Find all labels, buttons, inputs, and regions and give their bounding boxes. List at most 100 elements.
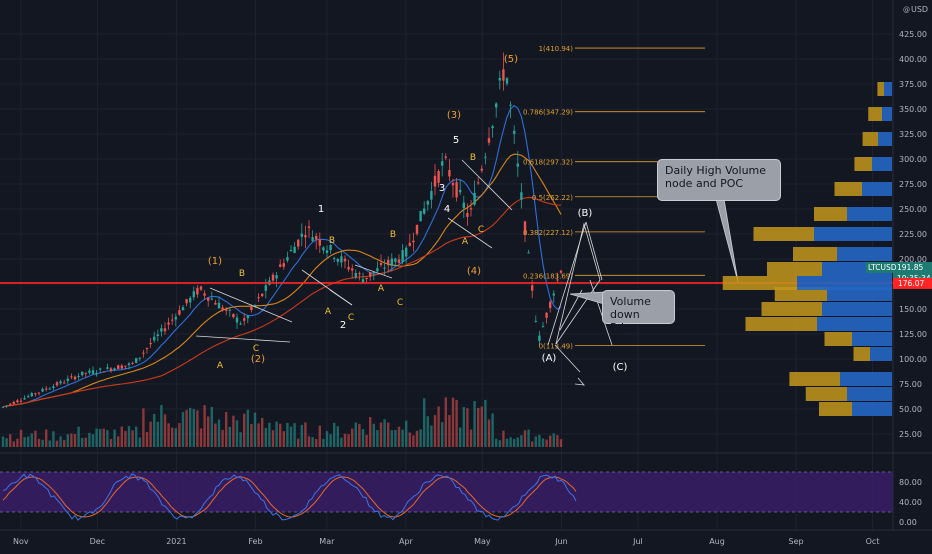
- volume-bar: [300, 424, 303, 447]
- volume-bar: [221, 429, 224, 447]
- fib-level-label: 0.618(297.32): [523, 159, 573, 167]
- wave-label-major: (2): [251, 354, 265, 365]
- volume-bar: [502, 430, 505, 447]
- wave-label-major: (4): [467, 266, 481, 277]
- wave-label-minor: 4: [444, 204, 450, 215]
- candle-body: [48, 388, 51, 390]
- candle-body: [66, 378, 69, 382]
- volume-bar: [163, 414, 167, 447]
- vp-down-bar: [837, 247, 892, 261]
- candle-body: [300, 233, 303, 237]
- candle-body: [95, 372, 98, 374]
- candle-body: [207, 297, 210, 301]
- volume-bar: [516, 437, 519, 447]
- volume-bar: [412, 435, 415, 447]
- ma-mid-line: [2, 153, 562, 408]
- volume-bar: [196, 410, 199, 447]
- candle-body: [376, 268, 379, 272]
- candle-body: [289, 250, 293, 252]
- vp-down-bar: [852, 402, 892, 416]
- candle-body: [181, 307, 185, 311]
- volume-bar: [167, 423, 170, 447]
- candle-body: [329, 244, 332, 251]
- volume-bar: [293, 423, 296, 447]
- candle-body: [538, 335, 541, 341]
- price-tick-label: 100.00: [899, 355, 927, 364]
- candle-body: [322, 247, 325, 251]
- candle-body: [275, 275, 278, 279]
- volume-bar: [70, 433, 73, 447]
- volume-bar: [473, 400, 476, 447]
- volume-bar: [37, 438, 41, 447]
- last-price-label: 191.85: [897, 263, 923, 272]
- candle-body: [45, 388, 48, 390]
- time-tick-label: Oct: [866, 537, 880, 546]
- volume-bar: [99, 429, 102, 447]
- candle-body: [59, 381, 62, 384]
- volume-bar: [311, 437, 314, 447]
- volume-bar: [444, 397, 447, 447]
- candle-body: [84, 372, 87, 374]
- price-tick-label: 200.00: [899, 255, 927, 264]
- candle-body: [142, 352, 145, 354]
- candle-body: [171, 319, 174, 321]
- volume-bar: [217, 419, 221, 447]
- vp-up-bar: [824, 332, 852, 346]
- candle-body: [523, 221, 527, 236]
- volume-bar: [534, 436, 537, 447]
- candle-body: [127, 363, 131, 366]
- candle-body: [325, 250, 329, 253]
- candle-body: [279, 264, 282, 267]
- candle-body: [297, 239, 300, 247]
- volume-bar: [480, 406, 483, 447]
- candle-body: [369, 272, 372, 277]
- candle-body: [466, 212, 469, 217]
- candle-body: [484, 156, 487, 158]
- volume-bar: [491, 413, 494, 447]
- volume-bar: [95, 428, 98, 447]
- candle-body: [113, 368, 116, 371]
- volume-bar: [214, 423, 217, 447]
- candle-body: [225, 308, 228, 311]
- volume-bar: [109, 438, 113, 447]
- volume-bar: [509, 437, 512, 447]
- time-tick-label: Jun: [554, 537, 568, 546]
- vp-up-bar: [722, 276, 797, 290]
- candle-body: [451, 182, 455, 186]
- wave-trend-line: [329, 289, 353, 306]
- volume-bar: [5, 438, 8, 447]
- volume-bar: [343, 433, 347, 447]
- candle-body: [63, 382, 66, 384]
- price-tick-label: 150.00: [899, 305, 927, 314]
- volume-bar: [66, 434, 69, 447]
- candle-body: [271, 274, 275, 281]
- candle-body: [304, 235, 307, 238]
- volume-bar: [59, 436, 62, 447]
- volume-bar: [459, 427, 462, 447]
- candle-body: [351, 268, 354, 271]
- candle-body: [246, 315, 249, 319]
- wave-label-minor: (A): [542, 353, 557, 364]
- candle-body: [509, 104, 512, 106]
- wave-label-minor: (C): [613, 362, 628, 373]
- wave-label-minor: 3: [439, 183, 445, 194]
- vp-down-bar: [884, 82, 892, 96]
- wave-trend-line: [554, 344, 581, 373]
- fib-level-label: 0.5(262.22): [532, 194, 573, 202]
- volume-bar: [297, 438, 300, 447]
- candle-body: [145, 348, 149, 350]
- candle-body: [423, 208, 426, 214]
- volume-bar: [307, 436, 311, 447]
- volume-bar: [102, 428, 105, 447]
- vp-up-bar: [854, 157, 872, 171]
- volume-bar: [55, 440, 59, 447]
- candle-body: [9, 403, 12, 405]
- volume-bars: [1, 397, 563, 447]
- wave-label-abc: A: [325, 307, 332, 317]
- volume-bar: [34, 430, 37, 447]
- volume-bar: [552, 433, 555, 447]
- time-tick-label: Jul: [632, 537, 643, 546]
- volume-bar: [9, 434, 12, 447]
